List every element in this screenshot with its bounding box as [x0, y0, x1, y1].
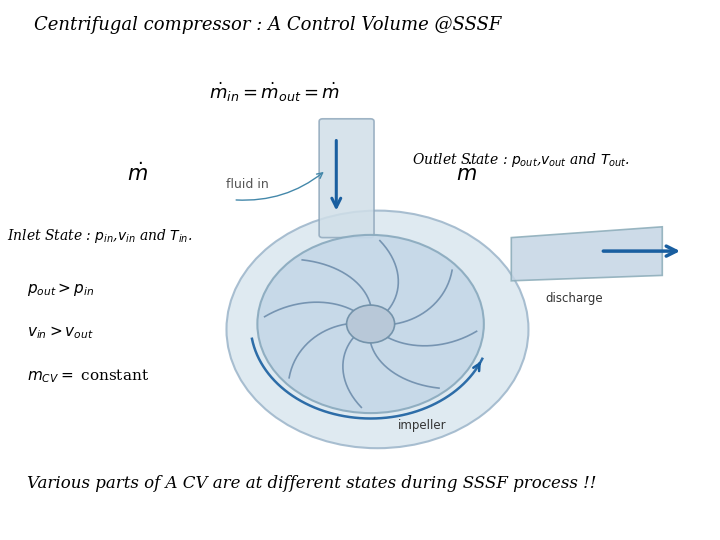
- Circle shape: [257, 235, 484, 413]
- Text: $\dot{m}$: $\dot{m}$: [127, 162, 148, 185]
- Text: $m_{CV} = $ constant: $m_{CV} = $ constant: [27, 367, 150, 385]
- Text: $\dot{m}_{in} = \dot{m}_{out} = \dot{m}$: $\dot{m}_{in} = \dot{m}_{out} = \dot{m}$: [209, 81, 340, 104]
- Text: $p_{out} > p_{in}$: $p_{out} > p_{in}$: [27, 281, 94, 298]
- Text: Inlet State : $p_{in}$,$v_{in}$ and $T_{in}$.: Inlet State : $p_{in}$,$v_{in}$ and $T_{…: [7, 227, 192, 245]
- Ellipse shape: [227, 211, 528, 448]
- Text: Outlet State : $p_{out}$,$v_{out}$ and $T_{out}$.: Outlet State : $p_{out}$,$v_{out}$ and $…: [412, 151, 630, 169]
- Text: Centrifugal compressor : A Control Volume @SSSF: Centrifugal compressor : A Control Volum…: [35, 16, 502, 34]
- Text: fluid in: fluid in: [227, 178, 269, 191]
- Text: $\dot{m}$: $\dot{m}$: [456, 162, 477, 185]
- Text: discharge: discharge: [546, 292, 603, 305]
- Text: impeller: impeller: [398, 418, 446, 431]
- FancyBboxPatch shape: [319, 119, 374, 238]
- Text: Various parts of A CV are at different states during SSSF process !!: Various parts of A CV are at different s…: [27, 475, 597, 492]
- Circle shape: [346, 305, 395, 343]
- PathPatch shape: [511, 227, 662, 281]
- Text: $v_{in} > v_{out}$: $v_{in} > v_{out}$: [27, 324, 94, 341]
